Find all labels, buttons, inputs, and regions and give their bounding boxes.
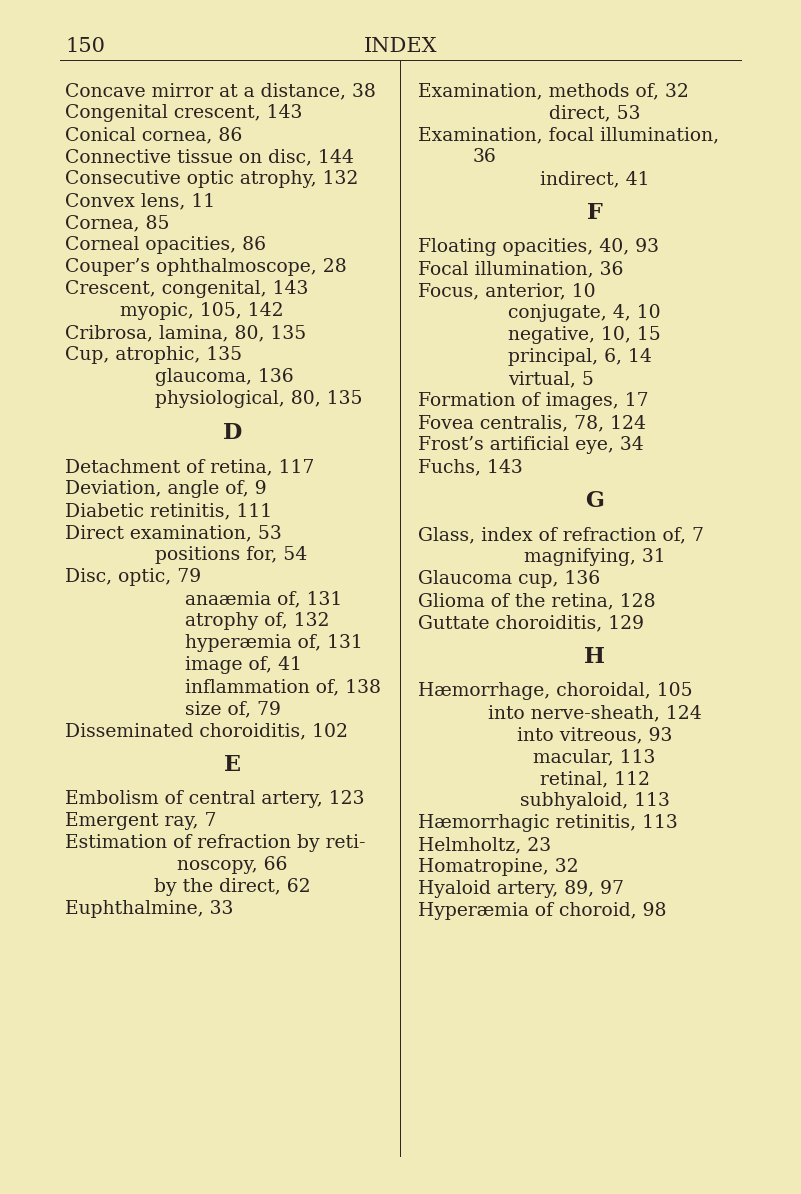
Text: retinal, 112: retinal, 112 (540, 770, 650, 788)
Text: hyperæmia of, 131: hyperæmia of, 131 (185, 634, 363, 652)
Text: Hæmorrhagic retinitis, 113: Hæmorrhagic retinitis, 113 (418, 814, 678, 832)
Text: Cornea, 85: Cornea, 85 (65, 214, 170, 232)
Text: inflammation of, 138: inflammation of, 138 (185, 678, 381, 696)
Text: macular, 113: macular, 113 (533, 747, 656, 767)
Text: Crescent, congenital, 143: Crescent, congenital, 143 (65, 281, 308, 298)
Text: Deviation, angle of, 9: Deviation, angle of, 9 (65, 480, 267, 498)
Text: image of, 41: image of, 41 (185, 656, 302, 673)
Text: Hyaloid artery, 89, 97: Hyaloid artery, 89, 97 (418, 880, 624, 898)
Text: by the direct, 62: by the direct, 62 (154, 878, 311, 896)
Text: Guttate choroiditis, 129: Guttate choroiditis, 129 (418, 614, 644, 632)
Text: 36: 36 (473, 148, 497, 166)
Text: Corneal opacities, 86: Corneal opacities, 86 (65, 236, 266, 254)
Text: Disseminated choroiditis, 102: Disseminated choroiditis, 102 (65, 722, 348, 740)
Text: D: D (223, 421, 242, 444)
Text: Couper’s ophthalmoscope, 28: Couper’s ophthalmoscope, 28 (65, 258, 347, 276)
Text: noscopy, 66: noscopy, 66 (177, 856, 288, 874)
Text: Disc, optic, 79: Disc, optic, 79 (65, 568, 201, 586)
Text: Fovea centralis, 78, 124: Fovea centralis, 78, 124 (418, 414, 646, 432)
Text: magnifying, 31: magnifying, 31 (524, 548, 666, 566)
Text: subhyaloid, 113: subhyaloid, 113 (520, 792, 670, 810)
Text: H: H (584, 646, 605, 667)
Text: Formation of images, 17: Formation of images, 17 (418, 392, 649, 410)
Text: INDEX: INDEX (364, 37, 437, 56)
Text: Examination, focal illumination,: Examination, focal illumination, (418, 127, 719, 144)
Text: Consecutive optic atrophy, 132: Consecutive optic atrophy, 132 (65, 170, 358, 187)
Text: negative, 10, 15: negative, 10, 15 (508, 326, 661, 344)
Text: Hyperæmia of choroid, 98: Hyperæmia of choroid, 98 (418, 901, 666, 921)
Text: anaæmia of, 131: anaæmia of, 131 (185, 590, 342, 608)
Text: direct, 53: direct, 53 (549, 104, 640, 122)
Text: positions for, 54: positions for, 54 (155, 546, 308, 564)
Text: Diabetic retinitis, 111: Diabetic retinitis, 111 (65, 501, 272, 521)
Text: conjugate, 4, 10: conjugate, 4, 10 (508, 304, 661, 322)
Text: Estimation of refraction by reti-: Estimation of refraction by reti- (65, 833, 365, 853)
Text: Conical cornea, 86: Conical cornea, 86 (65, 127, 242, 144)
Text: virtual, 5: virtual, 5 (508, 370, 594, 388)
Text: Detachment of retina, 117: Detachment of retina, 117 (65, 458, 314, 476)
Text: size of, 79: size of, 79 (185, 700, 281, 718)
Text: myopic, 105, 142: myopic, 105, 142 (120, 302, 284, 320)
Text: into nerve-sheath, 124: into nerve-sheath, 124 (488, 704, 702, 722)
Text: Emergent ray, 7: Emergent ray, 7 (65, 812, 216, 830)
Text: Concave mirror at a distance, 38: Concave mirror at a distance, 38 (65, 82, 376, 100)
Text: 150: 150 (65, 37, 105, 56)
Text: E: E (224, 753, 241, 776)
Text: Examination, methods of, 32: Examination, methods of, 32 (418, 82, 689, 100)
Text: F: F (586, 202, 602, 224)
Text: Glass, index of refraction of, 7: Glass, index of refraction of, 7 (418, 527, 704, 544)
Text: atrophy of, 132: atrophy of, 132 (185, 613, 329, 630)
Text: Cribrosa, lamina, 80, 135: Cribrosa, lamina, 80, 135 (65, 324, 306, 341)
Text: Embolism of central artery, 123: Embolism of central artery, 123 (65, 790, 364, 808)
Text: glaucoma, 136: glaucoma, 136 (155, 368, 294, 386)
Text: Focus, anterior, 10: Focus, anterior, 10 (418, 282, 596, 300)
Text: principal, 6, 14: principal, 6, 14 (508, 347, 652, 367)
Text: physiological, 80, 135: physiological, 80, 135 (155, 390, 363, 408)
Text: G: G (585, 490, 604, 512)
Text: Fuchs, 143: Fuchs, 143 (418, 458, 523, 476)
Text: Connective tissue on disc, 144: Connective tissue on disc, 144 (65, 148, 354, 166)
Text: Focal illumination, 36: Focal illumination, 36 (418, 260, 623, 278)
Text: indirect, 41: indirect, 41 (540, 170, 650, 187)
Text: Congenital crescent, 143: Congenital crescent, 143 (65, 104, 302, 122)
Text: Glaucoma cup, 136: Glaucoma cup, 136 (418, 570, 600, 587)
Text: into vitreous, 93: into vitreous, 93 (517, 726, 672, 744)
Text: Homatropine, 32: Homatropine, 32 (418, 858, 578, 876)
Text: Hæmorrhage, choroidal, 105: Hæmorrhage, choroidal, 105 (418, 682, 693, 700)
Text: Frost’s artificial eye, 34: Frost’s artificial eye, 34 (418, 436, 644, 454)
Text: Convex lens, 11: Convex lens, 11 (65, 192, 215, 210)
Text: Direct examination, 53: Direct examination, 53 (65, 524, 282, 542)
Text: Floating opacities, 40, 93: Floating opacities, 40, 93 (418, 238, 659, 256)
Text: Helmholtz, 23: Helmholtz, 23 (418, 836, 551, 854)
Text: Euphthalmine, 33: Euphthalmine, 33 (65, 900, 233, 918)
Text: Cup, atrophic, 135: Cup, atrophic, 135 (65, 346, 242, 364)
Text: Glioma of the retina, 128: Glioma of the retina, 128 (418, 592, 656, 610)
